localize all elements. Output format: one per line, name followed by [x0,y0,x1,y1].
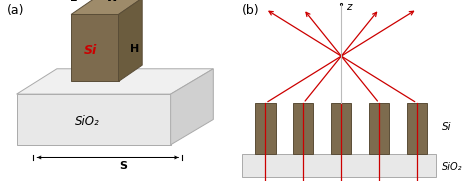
Bar [255,103,275,154]
Bar [331,103,351,154]
Text: (a): (a) [7,4,25,17]
Bar [242,154,436,177]
Text: z: z [346,2,352,12]
Polygon shape [17,94,171,145]
Text: W: W [105,0,118,3]
Polygon shape [171,69,213,145]
Polygon shape [71,0,142,14]
Text: L: L [70,0,77,3]
Text: SiO₂: SiO₂ [75,115,100,128]
Polygon shape [17,69,213,94]
Bar [369,103,389,154]
Bar [407,103,427,154]
Polygon shape [71,14,118,81]
Bar [293,103,313,154]
Text: Si: Si [83,44,97,57]
Polygon shape [118,0,142,81]
Text: (b): (b) [242,4,259,17]
Text: SiO₂: SiO₂ [442,161,463,172]
Text: S: S [119,161,127,171]
Text: Si: Si [442,122,452,132]
Text: H: H [130,44,140,54]
